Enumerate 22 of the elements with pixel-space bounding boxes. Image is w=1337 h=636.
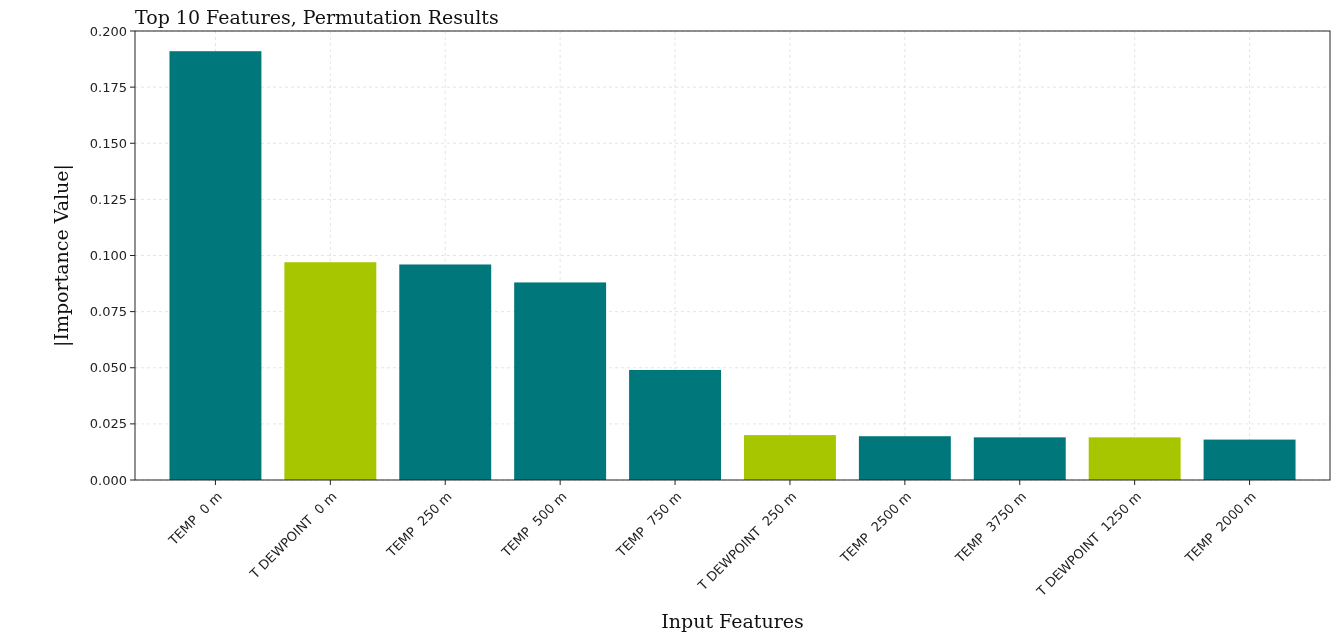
bar [629, 370, 722, 480]
y-tick-label: 0.125 [89, 191, 127, 207]
y-tick-label: 0.175 [89, 79, 127, 95]
bar [284, 262, 377, 480]
bar [169, 51, 262, 480]
bar [1088, 437, 1181, 480]
y-tick-label: 0.000 [89, 472, 127, 488]
bar [514, 282, 607, 480]
x-axis-title: Input Features [661, 610, 804, 632]
y-tick-label: 0.200 [89, 23, 127, 39]
chart-title: Top 10 Features, Permutation Results [135, 6, 499, 28]
y-axis-title: |Importance Value| [50, 164, 73, 347]
y-tick-label: 0.100 [89, 248, 127, 264]
y-tick-label: 0.150 [89, 135, 127, 151]
bar [1203, 439, 1296, 480]
y-tick-label: 0.050 [89, 360, 127, 376]
bar [399, 264, 492, 480]
y-tick-label: 0.075 [89, 304, 127, 320]
bar [973, 437, 1066, 480]
bar [743, 435, 836, 480]
y-tick-label: 0.025 [89, 416, 127, 432]
bar [858, 436, 951, 480]
